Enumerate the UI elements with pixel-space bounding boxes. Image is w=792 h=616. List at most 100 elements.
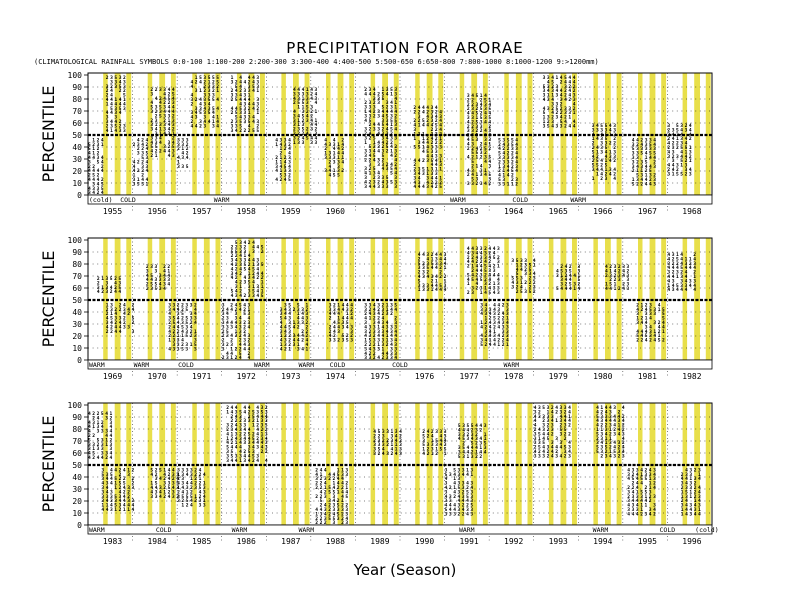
rainfall-symbol-wet: 2 — [231, 88, 234, 94]
rainfall-symbol-wet: 4 — [685, 136, 688, 142]
rainfall-symbol-wet: 4 — [377, 122, 380, 128]
rainfall-symbol-wet: 1 — [596, 149, 599, 155]
rainfall-symbol-dry: 3 — [632, 494, 635, 500]
rainfall-symbol-dry: 3 — [627, 507, 630, 513]
year-label: 1966 — [593, 207, 612, 216]
rainfall-symbol-wet: 2 — [235, 266, 238, 272]
rainfall-symbol-dry: 3 — [480, 302, 483, 308]
season-band — [170, 403, 176, 525]
season-band — [638, 403, 643, 525]
rainfall-symbol-wet: 4 — [605, 286, 608, 292]
rainfall-symbol-wet: 3 — [484, 106, 487, 112]
rainfall-symbol-wet: 5 — [302, 113, 305, 119]
rainfall-symbol-dry: 3 — [177, 164, 180, 170]
rainfall-symbol-dry: 3 — [333, 142, 336, 148]
rainfall-symbol-wet: 2 — [106, 93, 109, 99]
rainfall-symbol-wet: 4 — [191, 84, 194, 90]
season-band — [471, 403, 478, 525]
rainfall-symbol-dry: 2 — [222, 338, 225, 344]
rainfall-symbol-dry: 4 — [141, 142, 144, 148]
rainfall-symbol-wet: 4 — [471, 259, 474, 265]
rainfall-symbol-wet: 2 — [672, 270, 675, 276]
rainfall-symbol-wet: 3 — [627, 277, 630, 283]
rainfall-symbol-wet: 4 — [613, 418, 616, 424]
rainfall-symbol-wet: 3 — [476, 137, 479, 143]
rainfall-symbol-wet: 3 — [364, 135, 367, 141]
rainfall-symbol-wet: 3 — [511, 258, 514, 264]
rainfall-symbol-wet: 5 — [422, 442, 425, 448]
rainfall-symbol-dry: 3 — [173, 302, 176, 308]
rainfall-symbol-wet: 4 — [261, 445, 264, 451]
rainfall-symbol-wet: 1 — [480, 290, 483, 296]
rainfall-symbol-wet: 3 — [435, 153, 438, 159]
rainfall-symbol-dry: 1 — [177, 485, 180, 491]
rainfall-symbol-dry: 3 — [110, 307, 113, 313]
rainfall-symbol-wet: 3 — [475, 427, 478, 433]
rainfall-symbol-dry: 1 — [306, 302, 309, 308]
rainfall-symbol-wet: 4 — [110, 424, 113, 430]
year-label: 1975 — [370, 372, 389, 381]
rainfall-symbol-wet: 5 — [208, 97, 211, 103]
rainfall-symbol-wet: 2 — [369, 157, 372, 163]
rainfall-symbol-wet: 2 — [203, 88, 206, 94]
rainfall-symbol-wet: 3 — [431, 167, 434, 173]
rainfall-symbol-wet: 4 — [568, 449, 571, 455]
rainfall-symbol-dry: 3 — [222, 324, 225, 330]
rainfall-symbol-dry: 2 — [658, 329, 661, 335]
rainfall-symbol-wet: 3 — [471, 115, 474, 121]
rainfall-symbol-dry: 2 — [320, 476, 323, 482]
enso-label: WARM — [450, 196, 466, 204]
rainfall-symbol-dry: 5 — [146, 151, 149, 157]
rainfall-symbol-wet: 4 — [435, 274, 438, 280]
rainfall-symbol-wet: 3 — [302, 140, 305, 146]
rainfall-symbol-dry: 4 — [280, 346, 283, 352]
rainfall-symbol-dry: 5 — [511, 137, 514, 143]
rainfall-symbol-wet: 2 — [435, 118, 438, 124]
rainfall-symbol-wet: 1 — [676, 274, 679, 280]
rainfall-symbol-wet: 1 — [105, 437, 108, 443]
rainfall-symbol-wet: 3 — [547, 418, 550, 424]
rainfall-symbol-dry: 3 — [449, 494, 452, 500]
rainfall-symbol-dry: 4 — [177, 155, 180, 161]
rainfall-symbol-wet: 4 — [667, 141, 670, 147]
rainfall-symbol-wet: 4 — [609, 418, 612, 424]
rainfall-symbol-wet: 2 — [467, 106, 470, 112]
rainfall-symbol-wet: 4 — [216, 97, 219, 103]
rainfall-symbol-dry: 1 — [681, 489, 684, 495]
rainfall-symbol-dry: 4 — [515, 137, 518, 143]
rainfall-symbol-dry: 5 — [181, 311, 184, 317]
rainfall-symbol-dry: 2 — [163, 494, 166, 500]
rainfall-symbol-dry: 4 — [92, 168, 95, 174]
rainfall-symbol-wet: 1 — [555, 418, 558, 424]
rainfall-symbol-wet: 5 — [252, 453, 255, 459]
y-tick-label: 100 — [68, 401, 83, 410]
rainfall-symbol-wet: 2 — [600, 163, 603, 169]
rainfall-symbol-dry: 4 — [284, 177, 287, 183]
rainfall-symbol-wet: 3 — [293, 118, 296, 124]
rainfall-symbol-wet: 2 — [564, 431, 567, 437]
rainfall-symbol-wet: 2 — [551, 405, 554, 411]
rainfall-symbol-dry: 2 — [101, 177, 104, 183]
rainfall-symbol-wet: 4 — [609, 286, 612, 292]
rainfall-symbol-wet: 1 — [261, 431, 264, 437]
rainfall-symbol-dry: 3 — [280, 137, 283, 143]
rainfall-symbol-wet: 4 — [618, 431, 621, 437]
rainfall-symbol-dry: 2 — [453, 494, 456, 500]
rainfall-symbol-wet: 4 — [252, 75, 255, 81]
rainfall-symbol-dry: 4 — [341, 476, 344, 482]
rainfall-symbol-dry: 3 — [373, 311, 376, 317]
rainfall-symbol-wet: 4 — [431, 153, 434, 159]
rainfall-symbol-wet: 4 — [168, 153, 171, 159]
year-label: 1988 — [326, 537, 345, 546]
rainfall-symbol-wet: 3 — [431, 171, 434, 177]
rainfall-symbol-dry: 5 — [498, 137, 501, 143]
rainfall-symbol-wet: 2 — [256, 275, 259, 281]
rainfall-symbol-wet: 4 — [573, 101, 576, 107]
rainfall-symbol-dry: 3 — [168, 307, 171, 313]
rainfall-symbol-wet: 4 — [302, 87, 305, 93]
rainfall-symbol-wet: 4 — [568, 79, 571, 85]
rainfall-symbol-wet: 5 — [231, 449, 234, 455]
rainfall-symbol-dry: 3 — [306, 311, 309, 317]
rainfall-symbol-dry: 3 — [462, 494, 465, 500]
rainfall-symbol-dry: 5 — [199, 485, 202, 491]
